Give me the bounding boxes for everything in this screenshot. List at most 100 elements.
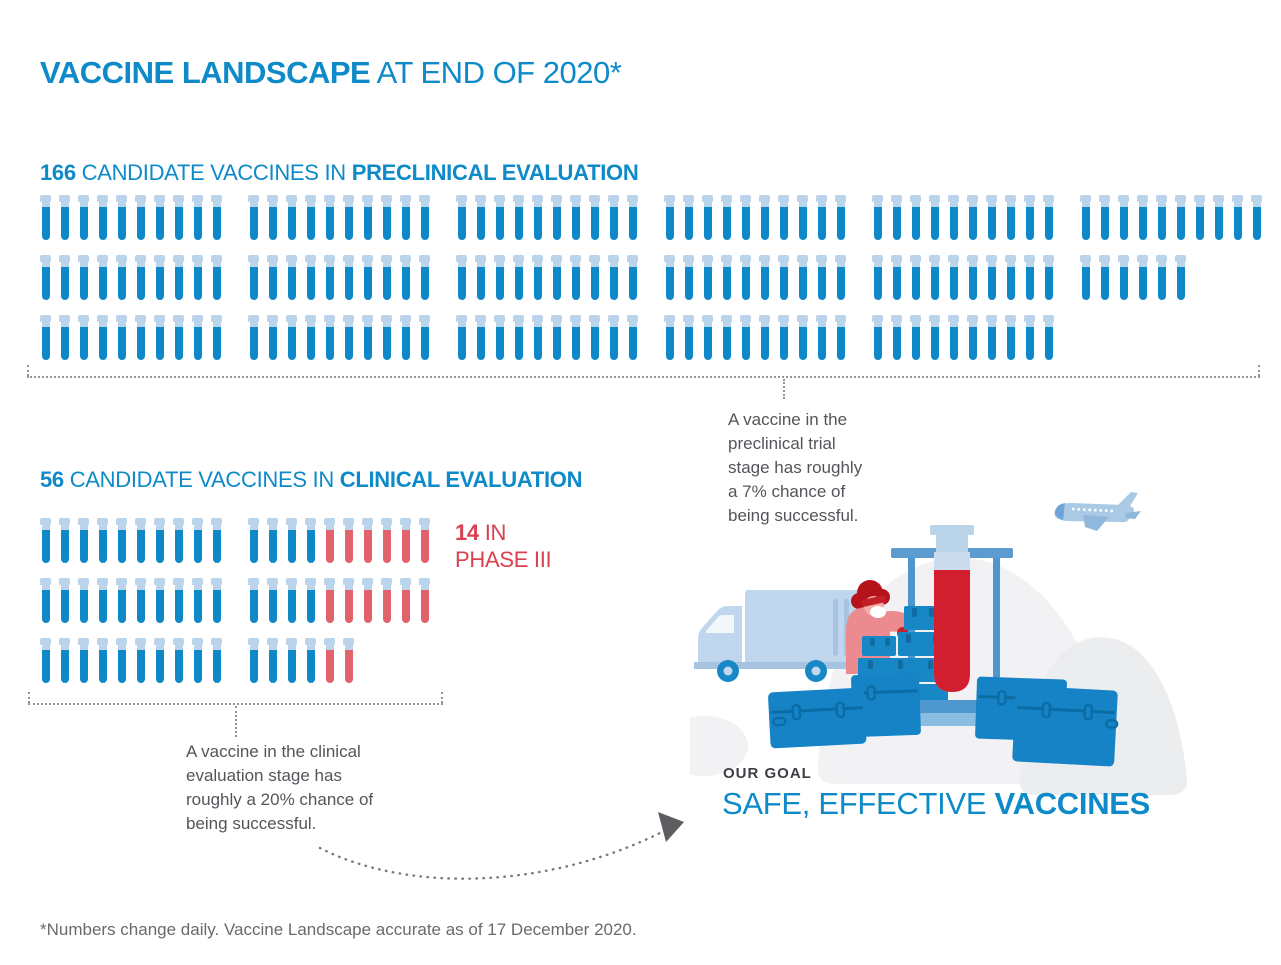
test-tube-icon bbox=[721, 195, 732, 240]
tube-rack bbox=[40, 195, 222, 240]
page-title-bold: VACCINE LANDSCAPE bbox=[40, 54, 371, 90]
test-tube-icon bbox=[267, 518, 278, 563]
tube-rack bbox=[40, 255, 222, 300]
tube-rack bbox=[40, 518, 222, 563]
test-tube-icon bbox=[305, 518, 316, 563]
test-tube-icon bbox=[173, 195, 184, 240]
test-tube-icon bbox=[948, 315, 959, 360]
test-tube-icon bbox=[1099, 255, 1110, 300]
test-tube-icon bbox=[324, 195, 335, 240]
test-tube-icon bbox=[1024, 315, 1035, 360]
test-tube-icon bbox=[59, 255, 70, 300]
tube-row bbox=[40, 578, 430, 623]
test-tube-icon bbox=[343, 315, 354, 360]
test-tube-icon bbox=[173, 578, 184, 623]
tube-rack bbox=[872, 315, 1054, 360]
test-tube-icon bbox=[664, 195, 675, 240]
test-tube-icon bbox=[40, 638, 51, 683]
tube-rack bbox=[248, 578, 430, 623]
test-tube-icon bbox=[1043, 315, 1054, 360]
test-tube-icon bbox=[910, 255, 921, 300]
goal-heading: SAFE, EFFECTIVE VACCINES bbox=[722, 786, 1151, 821]
test-tube-icon bbox=[192, 255, 203, 300]
test-tube-icon bbox=[97, 518, 108, 563]
test-tube-icon bbox=[97, 255, 108, 300]
test-tube-icon bbox=[248, 518, 259, 563]
test-tube-icon bbox=[1137, 195, 1148, 240]
test-tube-icon bbox=[910, 315, 921, 360]
test-tube-icon bbox=[267, 638, 278, 683]
tube-row bbox=[40, 195, 1262, 240]
page-title: VACCINE LANDSCAPE AT END OF 2020* bbox=[40, 54, 622, 91]
test-tube-icon bbox=[78, 195, 89, 240]
test-tube-icon bbox=[1156, 195, 1167, 240]
test-tube-icon bbox=[286, 518, 297, 563]
test-tube-icon bbox=[778, 315, 789, 360]
test-tube-icon bbox=[456, 315, 467, 360]
test-tube-icon bbox=[97, 315, 108, 360]
clinical-annotation: A vaccine in the clinical evaluation sta… bbox=[186, 742, 374, 833]
tube-rack bbox=[40, 315, 222, 360]
preclinical-count: 166 bbox=[40, 160, 76, 185]
tube-row bbox=[40, 255, 1262, 300]
test-tube-icon bbox=[494, 195, 505, 240]
test-tube-icon bbox=[381, 255, 392, 300]
preclinical-connector-line bbox=[783, 379, 785, 399]
tube-rack bbox=[1080, 195, 1262, 240]
test-tube-icon bbox=[589, 195, 600, 240]
test-tube-icon bbox=[551, 195, 562, 240]
test-tube-icon bbox=[40, 255, 51, 300]
test-tube-icon bbox=[78, 315, 89, 360]
test-tube-icon bbox=[721, 255, 732, 300]
test-tube-icon bbox=[305, 255, 316, 300]
test-tube-icon bbox=[400, 195, 411, 240]
test-tube-icon bbox=[400, 255, 411, 300]
test-tube-icon bbox=[967, 315, 978, 360]
test-tube-icon bbox=[570, 315, 581, 360]
test-tube-icon bbox=[362, 255, 373, 300]
vaccine-logistics-illustration bbox=[690, 492, 1188, 795]
test-tube-icon bbox=[1213, 195, 1224, 240]
tube-rack bbox=[872, 195, 1054, 240]
test-tube-icon bbox=[1005, 255, 1016, 300]
tube-rack bbox=[248, 315, 430, 360]
test-tube-icon bbox=[872, 195, 883, 240]
test-tube-icon bbox=[872, 255, 883, 300]
test-tube-icon bbox=[116, 578, 127, 623]
test-tube-icon bbox=[721, 315, 732, 360]
test-tube-icon bbox=[324, 255, 335, 300]
page-title-light: AT END OF 2020* bbox=[376, 54, 622, 90]
test-tube-icon bbox=[551, 315, 562, 360]
test-tube-icon bbox=[1156, 255, 1167, 300]
tube-rack bbox=[1080, 255, 1186, 300]
test-tube-icon bbox=[154, 315, 165, 360]
test-tube-icon bbox=[683, 255, 694, 300]
test-tube-icon bbox=[589, 315, 600, 360]
test-tube-icon bbox=[456, 195, 467, 240]
test-tube-icon bbox=[116, 638, 127, 683]
clinical-bracket bbox=[28, 692, 443, 705]
preclinical-annotation: A vaccine in the preclinical trial stage… bbox=[728, 410, 863, 525]
test-tube-icon bbox=[986, 195, 997, 240]
preclinical-tube-chart bbox=[40, 195, 1262, 375]
test-tube-icon bbox=[891, 315, 902, 360]
test-tube-icon bbox=[305, 578, 316, 623]
test-tube-icon bbox=[967, 255, 978, 300]
tube-rack bbox=[248, 255, 430, 300]
test-tube-icon bbox=[891, 195, 902, 240]
clinical-tube-chart bbox=[40, 518, 430, 698]
arrow-icon bbox=[318, 812, 684, 880]
test-tube-icon bbox=[1251, 195, 1262, 240]
test-tube-icon bbox=[419, 255, 430, 300]
test-tube-icon bbox=[248, 578, 259, 623]
test-tube-icon bbox=[419, 315, 430, 360]
test-tube-icon bbox=[797, 255, 808, 300]
test-tube-icon bbox=[608, 255, 619, 300]
test-tube-icon bbox=[97, 638, 108, 683]
test-tube-icon bbox=[740, 255, 751, 300]
test-tube-icon bbox=[324, 638, 335, 683]
test-tube-icon bbox=[381, 195, 392, 240]
test-tube-icon bbox=[286, 638, 297, 683]
test-tube-icon bbox=[154, 518, 165, 563]
test-tube-icon bbox=[1043, 255, 1054, 300]
